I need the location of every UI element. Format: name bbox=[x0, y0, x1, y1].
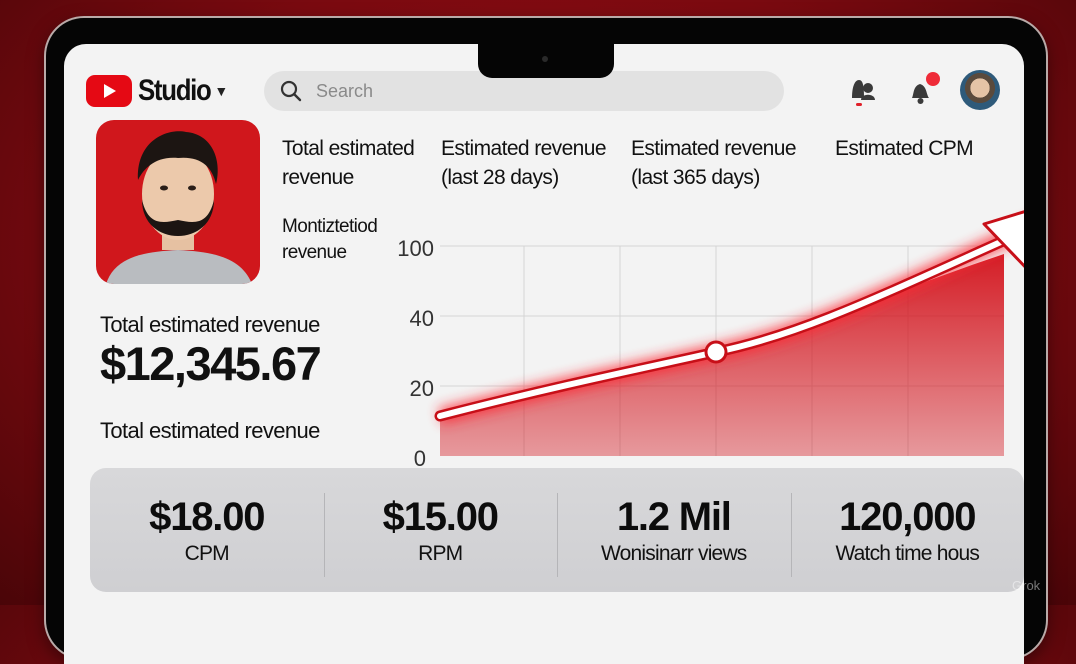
account-avatar[interactable] bbox=[960, 70, 1000, 110]
kpi-cpm-label: CPM bbox=[184, 541, 230, 565]
y-tick-20: 20 bbox=[409, 376, 434, 401]
app-title: Studio bbox=[138, 74, 212, 107]
y-tick-0: 0 bbox=[413, 446, 426, 471]
notification-badge bbox=[926, 72, 940, 86]
studio-logo[interactable]: Studio ▼ bbox=[86, 74, 228, 108]
kpi-views-label: Wonisinarr views bbox=[600, 541, 747, 565]
summary-bottom-label: Total estimated revenue bbox=[100, 418, 320, 443]
kpi-watch-time[interactable]: 120,000 Watch time hous bbox=[790, 492, 1025, 577]
kpi-watch-time-label: Watch time hous bbox=[835, 541, 980, 565]
total-revenue-amount: $12,345.67 bbox=[100, 337, 322, 390]
y-tick-100: 100 bbox=[397, 236, 434, 261]
chart-plot bbox=[434, 210, 1024, 456]
grok-watermark: Grok bbox=[1012, 578, 1041, 593]
camera-icon bbox=[542, 56, 548, 62]
metric-total-estimated-revenue[interactable]: Total estimated revenue bbox=[282, 137, 415, 189]
kpi-views[interactable]: 1.2 Mil Wonisinarr views bbox=[557, 492, 791, 577]
kpi-rpm-label: RPM bbox=[418, 541, 463, 565]
youtube-play-icon bbox=[86, 75, 132, 107]
kpi-cpm[interactable]: $18.00 CPM bbox=[90, 495, 324, 566]
search-icon bbox=[280, 80, 302, 102]
notifications-bell-icon[interactable] bbox=[906, 72, 940, 106]
y-tick-40: 40 bbox=[409, 306, 434, 331]
metric-revenue-28-days[interactable]: Estimated revenue (last 28 days) bbox=[441, 137, 607, 189]
kpi-views-value: 1.2 Mil bbox=[616, 494, 732, 539]
kpi-watch-time-value: 120,000 bbox=[839, 494, 976, 539]
studio-screen: Studio ▼ bbox=[64, 44, 1024, 664]
revenue-chart[interactable]: 100 40 20 0 bbox=[364, 210, 1024, 474]
create-icon[interactable] bbox=[848, 76, 878, 106]
metric-estimated-cpm[interactable]: Estimated CPM bbox=[835, 137, 974, 160]
kpi-strip: $18.00 CPM $15.00 RPM 1.2 Mil Wonisinarr… bbox=[90, 468, 1024, 592]
chevron-down-icon[interactable]: ▼ bbox=[214, 83, 229, 99]
summary-top-label: Total estimated revenue bbox=[100, 312, 320, 337]
kpi-rpm[interactable]: $15.00 RPM bbox=[323, 492, 558, 577]
kpi-rpm-value: $15.00 bbox=[382, 494, 499, 539]
tablet-frame: Studio ▼ bbox=[46, 18, 1046, 664]
metric-revenue-365-days[interactable]: Estimated revenue (last 365 days) bbox=[631, 137, 797, 189]
side-metric-label: Montiztetiod revenue bbox=[282, 216, 378, 263]
channel-photo bbox=[96, 120, 260, 284]
search-input[interactable] bbox=[314, 79, 758, 103]
camera-notch bbox=[478, 36, 614, 78]
kpi-cpm-value: $18.00 bbox=[149, 494, 265, 539]
